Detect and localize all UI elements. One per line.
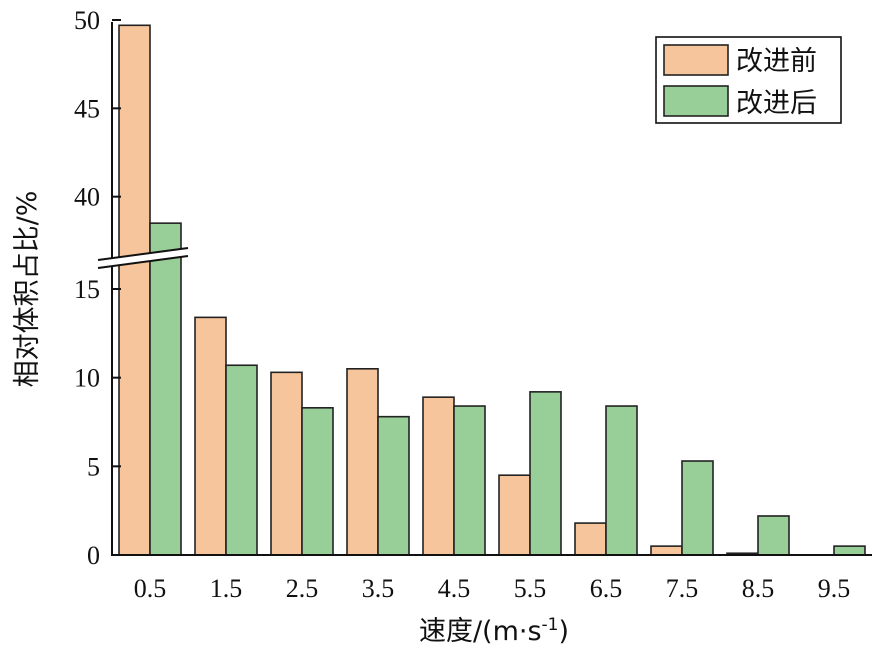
x-tick-label-0.5: 0.5: [134, 574, 167, 603]
axis-break-gap: [98, 248, 188, 268]
legend-swatch-after: [663, 85, 729, 117]
bar-before-5.5: [498, 474, 531, 556]
bar-after-8.5: [757, 515, 790, 556]
axis-break-slash-1: [97, 247, 189, 261]
y-tick-label-45: 45: [74, 94, 100, 123]
x-tick-label-6.5: 6.5: [590, 574, 623, 603]
axis-break-slash-2: [97, 255, 189, 269]
y-tick-label-5: 5: [87, 452, 100, 481]
y-tick-label-15: 15: [74, 275, 100, 304]
bar-after-3.5: [377, 415, 410, 556]
axis-break-mark: [97, 247, 189, 269]
bar-after-4.5: [453, 405, 486, 556]
bar-before-1.5: [194, 316, 227, 556]
x-tick-label-1.5: 1.5: [210, 574, 243, 603]
y-axis-label: 相对体积占比/%: [12, 191, 43, 388]
y-tick-label-40: 40: [74, 183, 100, 212]
bar-after-1.5: [225, 364, 258, 556]
y-ticks-group: 0 5 10 15 40 45 50: [74, 6, 121, 570]
bar-after-0.5: [149, 222, 182, 556]
bar-before-0.5: [118, 24, 151, 556]
x-tick-label-7.5: 7.5: [666, 574, 699, 603]
y-tick-label-10: 10: [74, 364, 100, 393]
legend-label-before: 改进前: [736, 46, 817, 77]
x-ticks-group: 0.5 1.5 2.5 3.5 4.5 5.5 6.5 7.5 8.5 9.5: [134, 574, 851, 603]
bars-group: [118, 24, 866, 556]
legend: 改进前 改进后: [655, 36, 842, 124]
bar-after-9.5: [833, 545, 866, 556]
x-axis-label-superscript: -1: [542, 615, 559, 635]
x-tick-label-9.5: 9.5: [818, 574, 851, 603]
y-tick-label-50: 50: [74, 6, 100, 35]
legend-label-after: 改进后: [736, 88, 817, 119]
bar-before-7.5: [650, 545, 683, 556]
bar-after-7.5: [681, 460, 714, 556]
x-tick-label-8.5: 8.5: [742, 574, 775, 603]
y-tick-label-0: 0: [87, 541, 100, 570]
bar-before-4.5: [422, 396, 455, 556]
bar-after-2.5: [301, 407, 334, 556]
x-axis-label-main: 速度/(m·s: [419, 616, 542, 647]
bar-before-6.5: [574, 522, 607, 556]
legend-swatch-before: [663, 44, 729, 76]
x-axis-label-suffix: ): [559, 616, 570, 647]
x-tick-label-4.5: 4.5: [438, 574, 471, 603]
bar-before-2.5: [270, 371, 303, 556]
x-tick-label-5.5: 5.5: [514, 574, 547, 603]
bar-before-3.5: [346, 367, 379, 556]
x-axis-label: 速度/(m·s-1): [419, 615, 569, 647]
x-tick-label-2.5: 2.5: [286, 574, 319, 603]
bar-after-5.5: [529, 391, 562, 556]
x-tick-label-3.5: 3.5: [362, 574, 395, 603]
bar-after-6.5: [605, 405, 638, 556]
